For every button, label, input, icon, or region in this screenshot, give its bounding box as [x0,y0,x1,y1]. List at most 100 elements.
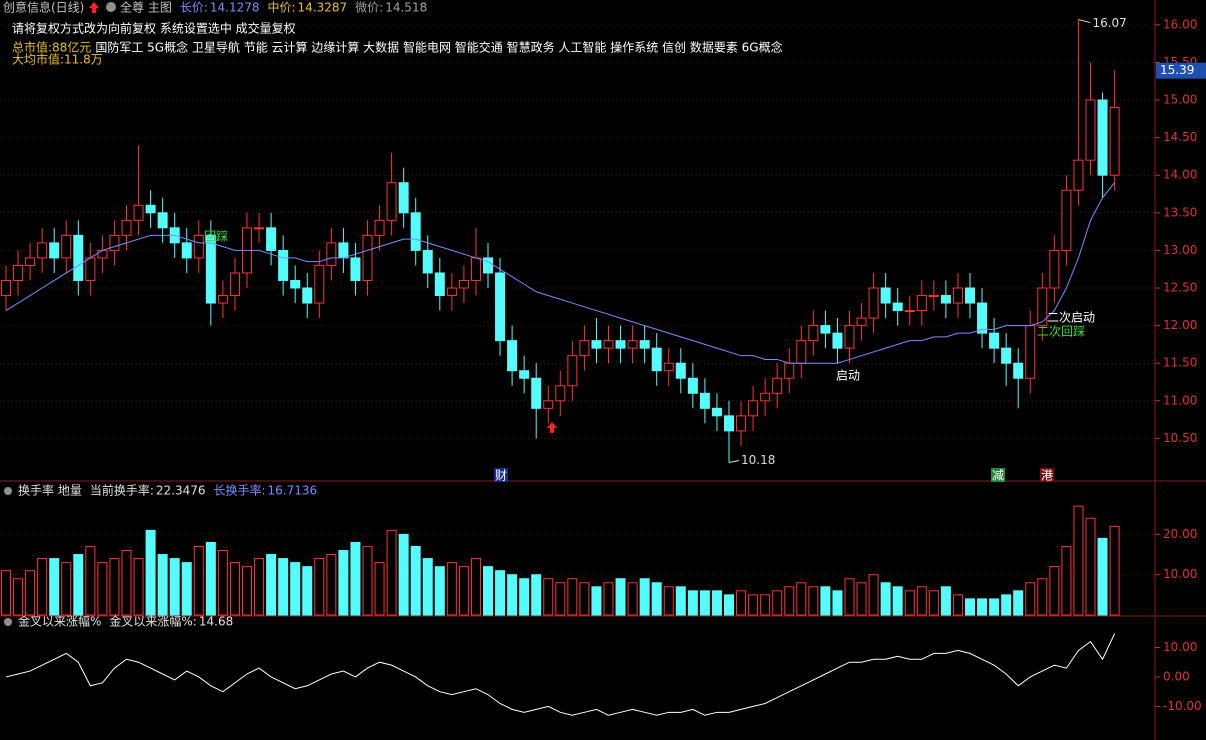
candle-body [422,249,433,274]
candle-body [977,302,988,334]
candle-body [868,287,879,319]
line [5,633,1116,716]
header-text: 总市值:88亿元 [12,40,91,55]
candle-body [145,204,156,214]
header-text: 中价: [268,0,296,15]
y-tick-label: 10.00 [1163,567,1197,581]
bar [567,578,578,616]
bar [627,582,638,616]
candle-body [784,362,795,379]
bar [977,598,988,616]
bar [133,558,144,616]
candle-body [73,234,84,281]
candle-body [711,407,722,417]
bar [603,582,614,616]
candle-body [952,287,963,304]
header-text: 微价: [355,1,383,15]
candle-body [928,295,939,298]
menu-icon [106,2,116,12]
candle-body [49,242,60,259]
bar [687,590,698,616]
bar [495,570,506,616]
bar [940,586,951,616]
candle-body [1097,99,1108,176]
candle-body [519,370,530,379]
candle-body [760,392,771,402]
title-arrow [89,2,99,13]
event-box [991,468,1005,482]
bar [880,582,891,616]
header-text: 国防军工 5G概念 卫星导航 节能 云计算 边缘计算 大数据 智能电网 智能交通… [95,40,782,55]
header-text: 14.1278 [210,1,260,15]
y-tick-label: 10.00 [1163,640,1197,654]
bar [711,590,722,616]
event-label: 港 [1041,469,1053,483]
bar [531,574,542,616]
event-box [1040,468,1054,482]
bar [699,590,710,616]
bar [410,545,421,616]
bar [1013,590,1024,616]
bar [663,586,674,616]
bar [73,554,84,616]
candle-body [916,295,927,312]
candle-body [386,182,397,221]
bar [1085,517,1096,616]
y-tick-label: 12.50 [1163,281,1197,295]
candle-body [326,242,337,266]
bar [856,582,867,616]
bar [1061,545,1072,616]
candle-body [663,362,674,372]
candle-body [844,325,855,349]
candle-body [362,234,373,281]
ma-line [5,182,1115,364]
bar [555,582,566,616]
bar [278,558,289,616]
y-tick-label: 10.50 [1163,431,1197,445]
candle-body [748,400,759,417]
bar [422,558,433,616]
candle-body [157,212,168,229]
candle-body [434,272,445,297]
header-text: 全尊 主图 [120,0,172,15]
candle-body [567,355,578,387]
candle-body [410,212,421,251]
candle-body [290,279,301,289]
bar [61,562,72,616]
candle-body [736,415,747,432]
candle-body [181,242,192,259]
bar [507,574,518,616]
candle-body [254,227,265,230]
candle-body [217,295,228,304]
bar [1073,505,1084,616]
candle-body [483,257,493,274]
candle-body [965,287,975,304]
candle-body [892,302,903,312]
bar [916,586,927,616]
y-tick-label: 0.00 [1163,669,1190,683]
candle-body [639,340,650,349]
bar [109,558,120,616]
low-label: 10.18 [741,453,775,467]
bar [1109,525,1120,616]
y-tick-label: 16.00 [1163,17,1197,31]
bar [1097,537,1108,616]
y-tick-label: 14.00 [1163,168,1197,182]
bar [398,533,409,616]
candle-body [615,340,626,349]
candle-body [772,377,783,394]
candle-body [687,377,698,394]
candle-body [940,295,951,304]
annotation: 二次启动 [1047,311,1095,325]
header-text: 16.7136 [268,484,318,498]
candle-body [555,385,566,402]
candle-body [820,325,831,334]
bar [639,578,650,616]
bar [724,594,734,616]
y-tick-label: 11.50 [1163,356,1197,370]
y-tick-label: 15.00 [1163,93,1197,107]
bar [242,566,252,616]
bar [772,590,783,616]
bar [386,529,397,616]
candle-body [470,257,481,281]
